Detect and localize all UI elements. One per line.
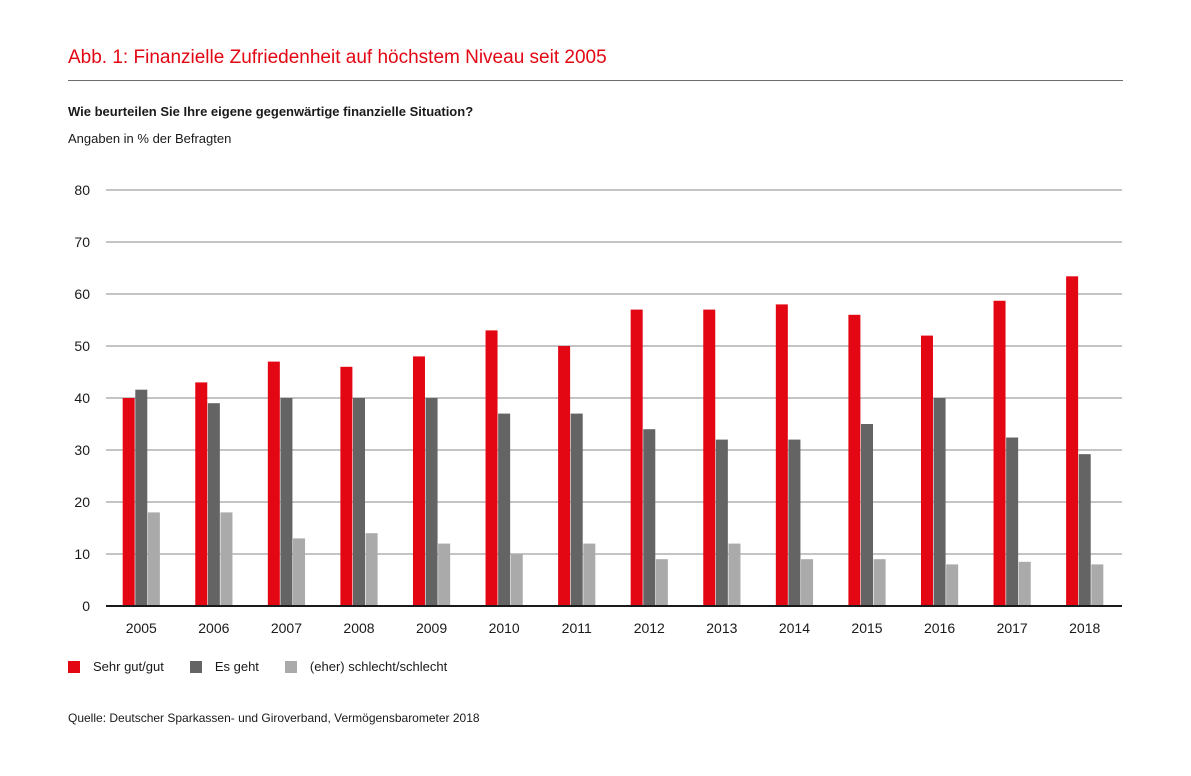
bar xyxy=(873,559,886,606)
title-divider xyxy=(68,80,1123,81)
y-tick-label: 60 xyxy=(74,286,90,302)
x-tick-label: 2013 xyxy=(706,620,737,636)
x-tick-label: 2005 xyxy=(126,620,157,636)
bar xyxy=(1078,454,1091,606)
bar xyxy=(630,309,643,606)
bar xyxy=(412,356,425,606)
bar xyxy=(715,439,728,606)
legend-item: Es geht xyxy=(189,659,259,674)
y-tick-label: 40 xyxy=(74,390,90,406)
legend-label: (eher) schlecht/schlecht xyxy=(309,659,448,674)
bar xyxy=(558,346,571,606)
x-tick-label: 2015 xyxy=(851,620,882,636)
x-tick-label: 2014 xyxy=(779,620,810,636)
y-tick-label: 20 xyxy=(74,494,90,510)
bar xyxy=(933,398,946,606)
y-tick-label: 0 xyxy=(82,598,90,614)
unit-note: Angaben in % der Befragten xyxy=(68,131,232,146)
bar xyxy=(438,543,451,606)
x-tick-label: 2010 xyxy=(489,620,520,636)
legend-swatch xyxy=(189,660,202,673)
source-note: Quelle: Deutscher Sparkassen- und Girove… xyxy=(68,711,480,725)
legend-item: (eher) schlecht/schlecht xyxy=(284,659,448,674)
bar xyxy=(570,413,583,606)
bar xyxy=(643,429,656,606)
bar xyxy=(775,304,788,606)
x-tick-label: 2008 xyxy=(343,620,374,636)
bar xyxy=(135,389,148,606)
bar xyxy=(267,361,280,606)
y-tick-label: 70 xyxy=(74,234,90,250)
legend-item: Sehr gut/gut xyxy=(68,659,164,674)
bar xyxy=(365,533,378,606)
bar xyxy=(655,559,668,606)
x-tick-label: 2007 xyxy=(271,620,302,636)
x-tick-label: 2012 xyxy=(634,620,665,636)
bar xyxy=(1018,561,1031,606)
legend-swatch xyxy=(68,660,80,673)
chart-legend: Sehr gut/gut Es geht (eher) schlecht/schle… xyxy=(68,659,473,674)
bar xyxy=(703,309,716,606)
bar xyxy=(848,314,861,606)
y-tick-label: 80 xyxy=(74,182,90,198)
bar xyxy=(788,439,801,606)
bar xyxy=(583,543,596,606)
bar xyxy=(220,512,233,606)
bar xyxy=(207,403,220,606)
bar xyxy=(195,382,208,606)
figure-title: Abb. 1: Finanzielle Zufriedenheit auf hö… xyxy=(68,47,607,68)
bar xyxy=(340,366,353,606)
bar xyxy=(510,554,523,606)
bar xyxy=(122,398,135,606)
y-tick-label: 10 xyxy=(74,546,90,562)
y-tick-label: 50 xyxy=(74,338,90,354)
bar xyxy=(425,398,438,606)
bar xyxy=(293,538,306,606)
bar xyxy=(801,559,814,606)
bar xyxy=(485,330,498,606)
bar xyxy=(993,300,1006,606)
legend-swatch xyxy=(284,660,297,673)
y-tick-label: 30 xyxy=(74,442,90,458)
survey-question: Wie beurteilen Sie Ihre eigene gegenwärt… xyxy=(68,104,474,119)
x-tick-label: 2011 xyxy=(562,620,592,636)
bar xyxy=(280,398,293,606)
bar xyxy=(147,512,160,606)
x-tick-label: 2006 xyxy=(198,620,229,636)
bar xyxy=(861,424,873,606)
bar xyxy=(728,543,741,606)
bar xyxy=(498,413,511,606)
bar xyxy=(1006,437,1019,606)
legend-label: Es geht xyxy=(214,659,259,674)
bar xyxy=(353,398,365,606)
bar xyxy=(1066,276,1079,606)
x-tick-label: 2018 xyxy=(1069,620,1100,636)
x-tick-label: 2016 xyxy=(924,620,955,636)
x-tick-label: 2009 xyxy=(416,620,447,636)
bar xyxy=(1091,564,1104,606)
legend-label: Sehr gut/gut xyxy=(93,659,164,674)
bar xyxy=(946,564,959,606)
x-tick-label: 2017 xyxy=(997,620,1028,636)
bar xyxy=(920,335,933,606)
